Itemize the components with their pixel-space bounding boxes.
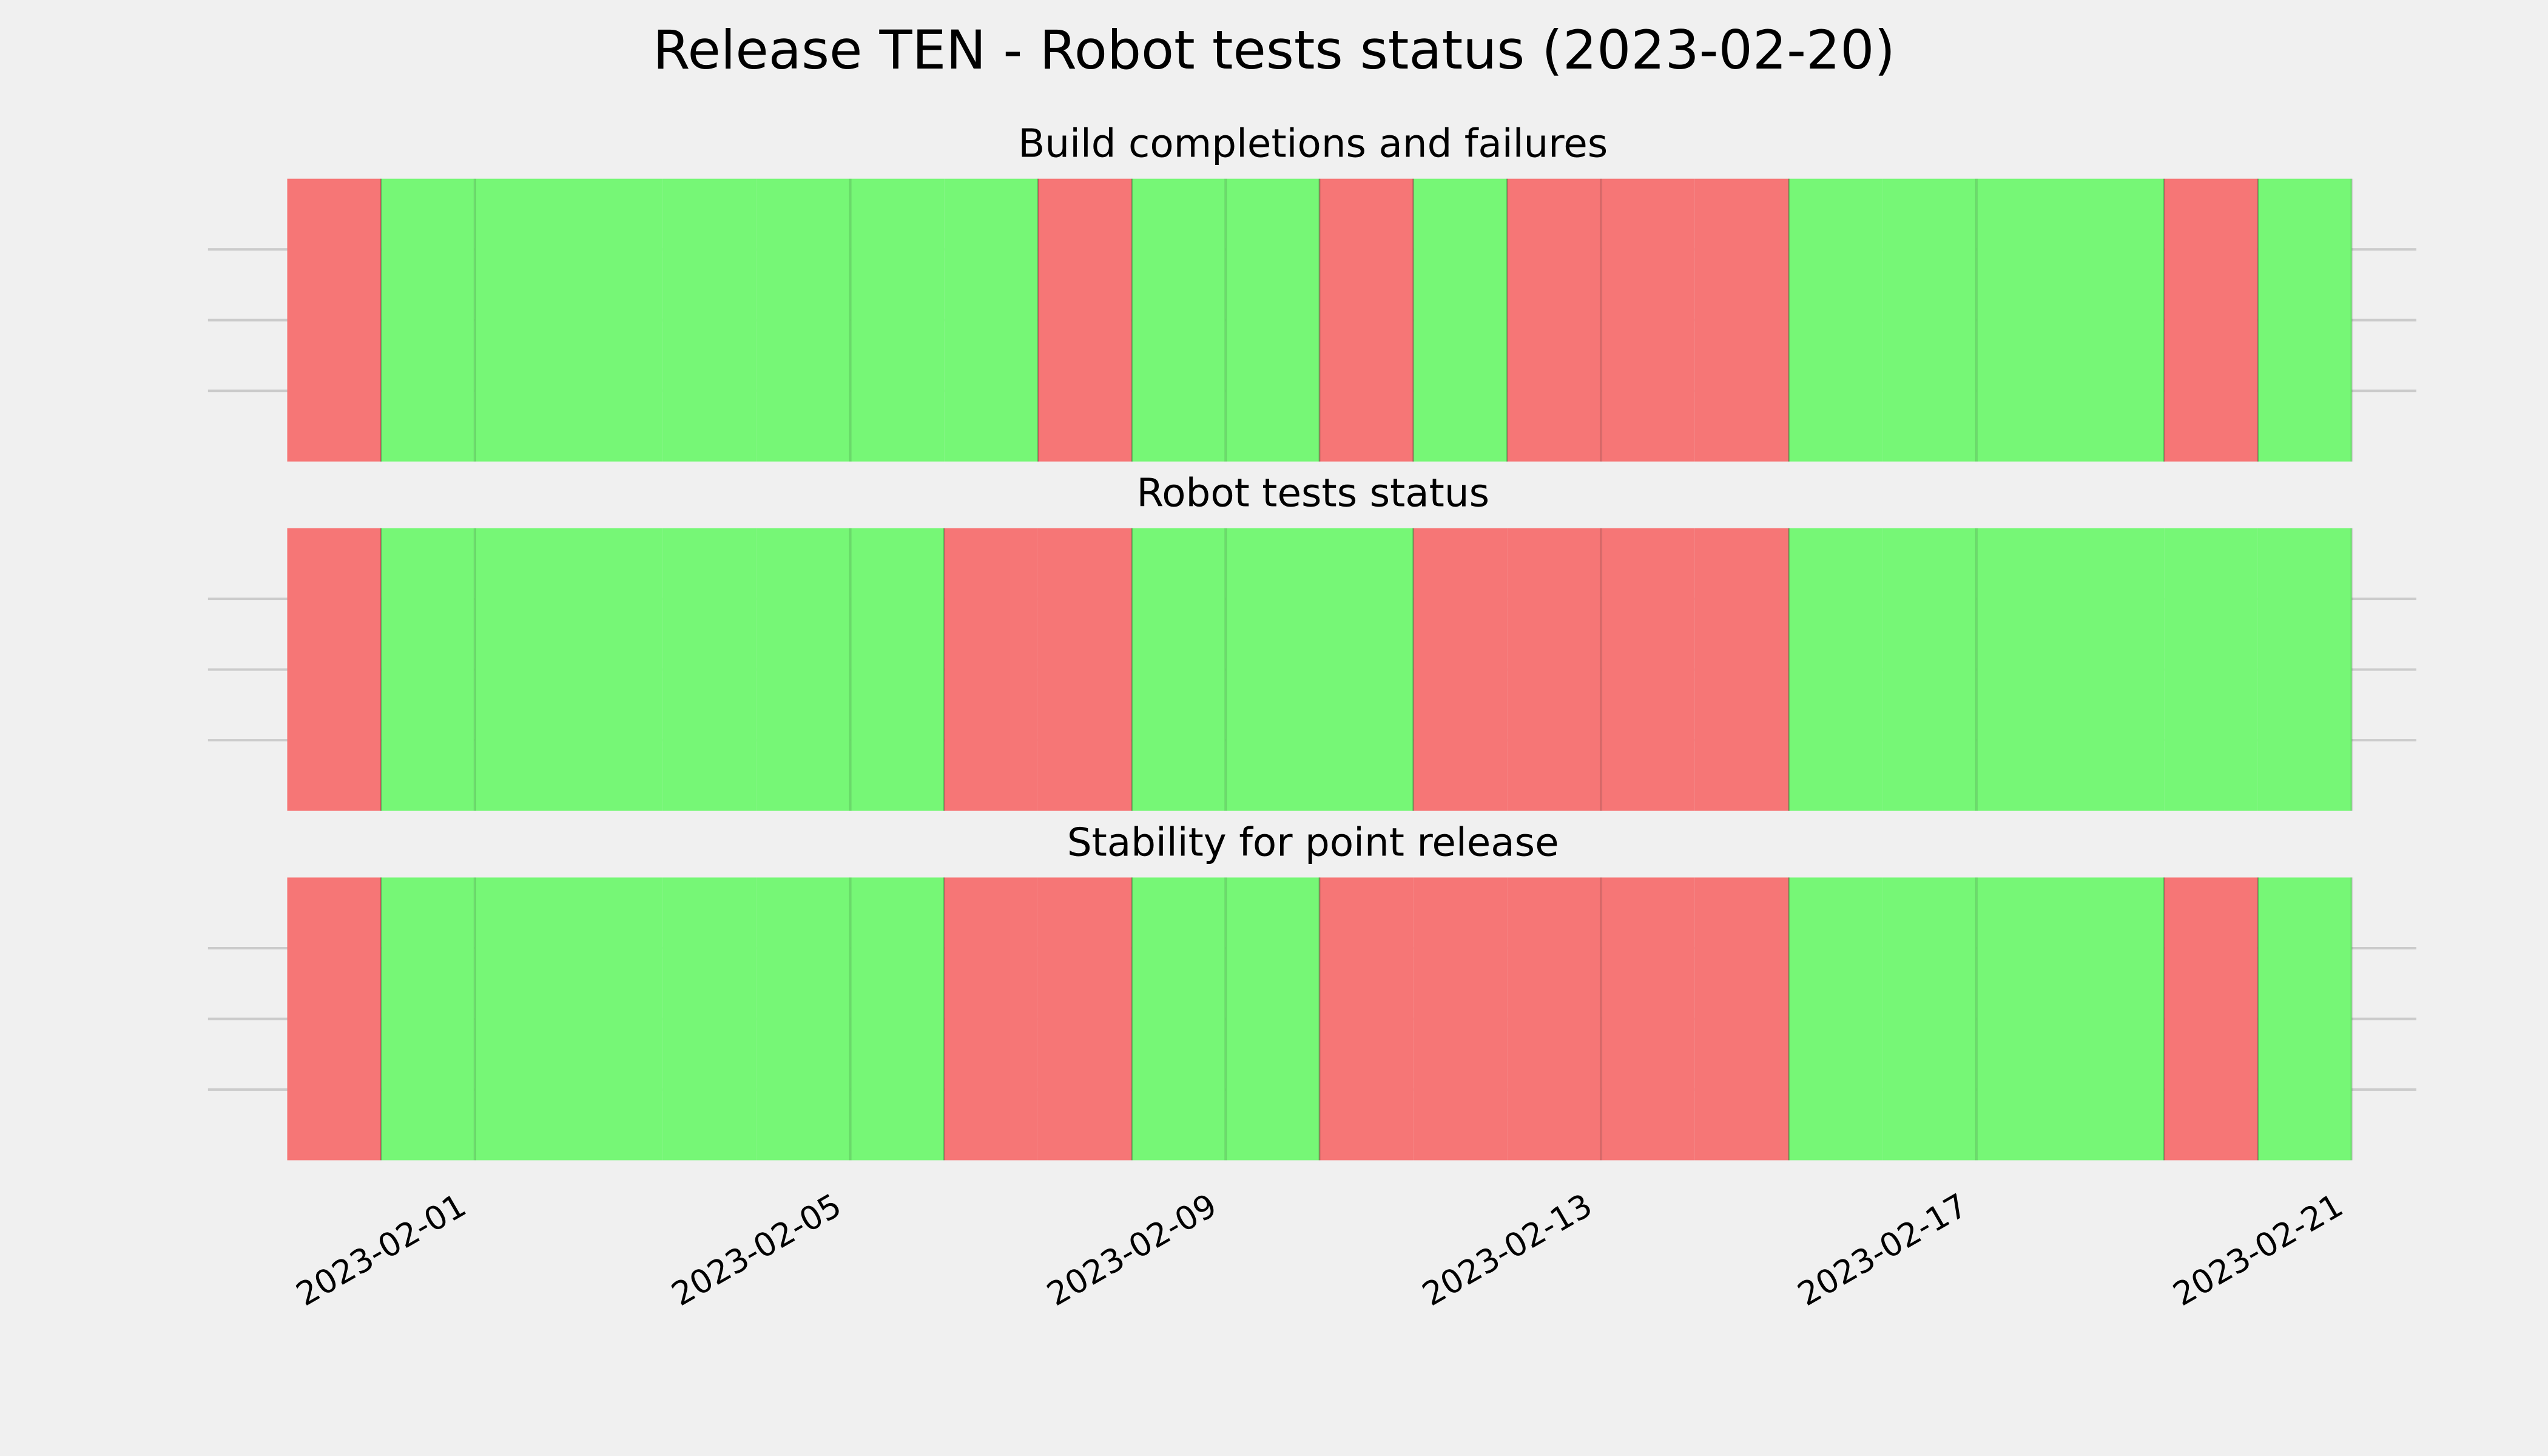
status-span bbox=[1320, 877, 1414, 1161]
status-span bbox=[944, 178, 1038, 462]
status-span bbox=[2070, 877, 2165, 1161]
status-span bbox=[287, 877, 382, 1161]
status-span bbox=[850, 877, 945, 1161]
status-span bbox=[1320, 528, 1414, 811]
status-span bbox=[1788, 178, 1883, 462]
status-span bbox=[1601, 877, 1695, 1161]
chart-title: Release TEN - Robot tests status (2023-0… bbox=[653, 19, 1895, 81]
status-span bbox=[1225, 178, 1320, 462]
status-span bbox=[474, 178, 569, 462]
status-span bbox=[2070, 528, 2165, 811]
status-span bbox=[1788, 877, 1883, 1161]
status-span bbox=[662, 877, 757, 1161]
status-span bbox=[1225, 528, 1320, 811]
status-span bbox=[1507, 178, 1602, 462]
status-span bbox=[662, 528, 757, 811]
status-span bbox=[1037, 178, 1132, 462]
status-span bbox=[287, 528, 382, 811]
status-span bbox=[381, 178, 475, 462]
status-span bbox=[1601, 528, 1695, 811]
status-span bbox=[1976, 528, 2071, 811]
status-span bbox=[1882, 178, 1977, 462]
status-span bbox=[1320, 178, 1414, 462]
subplot-title: Stability for point release bbox=[1067, 820, 1559, 865]
subplot-title: Robot tests status bbox=[1136, 471, 1489, 516]
status-span bbox=[1037, 877, 1132, 1161]
status-span bbox=[944, 877, 1038, 1161]
status-span bbox=[1413, 178, 1508, 462]
status-span bbox=[1413, 877, 1508, 1161]
status-span bbox=[2164, 877, 2258, 1161]
status-span bbox=[1131, 877, 1226, 1161]
status-span bbox=[381, 528, 475, 811]
status-span bbox=[381, 877, 475, 1161]
status-span bbox=[1694, 877, 1789, 1161]
status-span bbox=[1225, 877, 1320, 1161]
status-span bbox=[2070, 178, 2165, 462]
status-span bbox=[1976, 877, 2071, 1161]
status-span bbox=[1788, 528, 1883, 811]
status-span bbox=[2164, 528, 2258, 811]
status-span bbox=[1507, 877, 1602, 1161]
status-span bbox=[1507, 528, 1602, 811]
status-span bbox=[568, 178, 663, 462]
status-span bbox=[1413, 528, 1508, 811]
status-span bbox=[568, 877, 663, 1161]
status-span bbox=[756, 178, 851, 462]
status-span bbox=[2257, 528, 2352, 811]
status-span bbox=[1882, 877, 1977, 1161]
status-span bbox=[850, 178, 945, 462]
status-span bbox=[944, 528, 1038, 811]
status-span bbox=[1694, 178, 1789, 462]
status-span bbox=[2164, 178, 2258, 462]
subplot-title: Build completions and failures bbox=[1018, 121, 1608, 167]
status-span bbox=[2257, 877, 2352, 1161]
status-span bbox=[568, 528, 663, 811]
status-span bbox=[1694, 528, 1789, 811]
status-span bbox=[1882, 528, 1977, 811]
status-span bbox=[1601, 178, 1695, 462]
status-span bbox=[287, 178, 382, 462]
status-span bbox=[2257, 178, 2352, 462]
status-span bbox=[756, 877, 851, 1161]
status-span bbox=[1131, 528, 1226, 811]
status-span bbox=[756, 528, 851, 811]
status-span bbox=[474, 877, 569, 1161]
status-span bbox=[1976, 178, 2071, 462]
status-span bbox=[1131, 178, 1226, 462]
status-span bbox=[1037, 528, 1132, 811]
status-span bbox=[850, 528, 945, 811]
status-span bbox=[474, 528, 569, 811]
status-span bbox=[662, 178, 757, 462]
